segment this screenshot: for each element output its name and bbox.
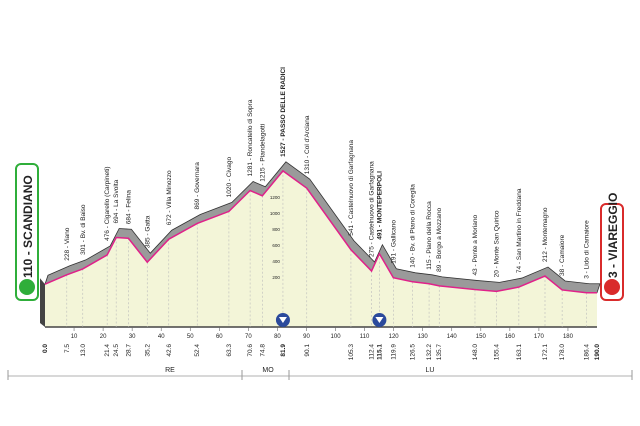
start-label: 110 - SCANDIANO <box>21 175 35 278</box>
x-tick-label: 10 <box>71 334 78 340</box>
distance-label: 90.1 <box>304 344 311 357</box>
waypoint-label: 869 - Governara <box>194 162 201 210</box>
waypoint-label: 74 - San Martino in Freddana <box>516 188 523 273</box>
distance-label: 105.3 <box>348 344 355 361</box>
waypoint-label: 1281 - Roncatello di Sopra <box>247 99 254 176</box>
waypoint-label: 301 - Bv. di Baiso <box>80 204 87 255</box>
distance-label: 70.6 <box>247 344 254 357</box>
waypoint-label: 385 - Gatta <box>144 215 151 248</box>
distance-label: 13.0 <box>80 344 87 357</box>
distance-label: 112.4 <box>369 344 376 360</box>
y-tick-label: 800 <box>272 227 280 232</box>
x-tick-label: 40 <box>158 334 165 340</box>
waypoint-label: 20 - Monte San Quirico <box>493 210 500 277</box>
profile-side <box>40 278 45 327</box>
distance-label: 81.9 <box>280 344 287 357</box>
distance-label: 28.7 <box>125 344 132 357</box>
distance-label: 115.1 <box>376 344 383 360</box>
waypoint-label: 672 - Villa Minozzo <box>166 170 173 225</box>
region-label: LU <box>426 367 435 374</box>
distance-label: 135.7 <box>436 344 443 361</box>
distance-label: 155.4 <box>493 344 500 361</box>
x-tick-label: 30 <box>129 334 136 340</box>
x-tick-label: 110 <box>360 334 370 340</box>
y-tick-label: 400 <box>272 259 280 264</box>
distance-label: 186.4 <box>584 344 591 361</box>
waypoint-label: 89 - Borgo a Mozzano <box>436 208 443 272</box>
x-tick-label: 150 <box>476 334 487 340</box>
distance-label: 42.6 <box>166 344 173 357</box>
distance-label: 178.0 <box>559 344 566 361</box>
x-tick-label: 80 <box>274 334 281 340</box>
x-tick-label: 160 <box>505 334 516 340</box>
waypoint-label: 212 - Montemagno <box>542 207 549 262</box>
x-tick-label: 70 <box>245 334 252 340</box>
x-tick-label: 180 <box>563 334 574 340</box>
waypoint-label: 38 - Camaiore <box>559 234 566 276</box>
waypoint-label: 43 - Ponte a Moriano <box>472 214 479 275</box>
profile-line <box>44 169 597 294</box>
x-tick-label: 60 <box>216 334 223 340</box>
x-tick-label: 90 <box>303 334 310 340</box>
waypoint-label: 491 - MONTEPERPOLI <box>376 171 383 240</box>
waypoint-label: 541 - Castelnuovo di Garfagnana <box>348 140 355 236</box>
waypoint-label: 1310 - Col d'Arciana <box>304 115 311 174</box>
waypoint-label: 228 - Viano <box>64 227 71 261</box>
end-icon <box>604 279 620 295</box>
distance-label: 74.8 <box>259 344 266 357</box>
waypoint-label: 694 - La Svolta <box>113 179 120 223</box>
waypoint-label: 1215 - Piandelagotti <box>259 124 266 182</box>
distance-label: 63.3 <box>226 344 233 357</box>
distance-label: 126.5 <box>410 344 417 361</box>
x-tick-label: 130 <box>418 334 429 340</box>
y-tick-label: 1200 <box>270 195 281 200</box>
y-tick-label: 200 <box>272 275 280 280</box>
distance-label: 0.0 <box>42 344 49 353</box>
x-tick-label: 120 <box>389 334 400 340</box>
waypoint-label: 275 - Castelnuovo di Garfagnana <box>369 161 376 257</box>
distance-label: 21.4 <box>104 344 111 357</box>
x-tick-label: 20 <box>100 334 107 340</box>
distance-label: 119.9 <box>390 344 397 360</box>
y-tick-label: 1000 <box>270 211 281 216</box>
distance-label: 132.2 <box>426 344 433 361</box>
distance-label: 24.5 <box>113 344 120 357</box>
climb-icon-arrow <box>375 317 384 323</box>
waypoint-label: 115 - Piano della Rocca <box>426 201 433 270</box>
distance-label: 35.2 <box>144 344 151 357</box>
start-icon <box>19 279 35 295</box>
y-tick-label: 600 <box>272 243 280 248</box>
distance-label: 148.0 <box>472 344 479 361</box>
end-box <box>600 203 624 301</box>
distance-label: 190.0 <box>594 344 601 361</box>
region-label: MO <box>262 367 274 374</box>
climb-icon-arrow <box>278 317 287 323</box>
waypoint-label: 140 - Bv. di Piano di Coreglia <box>410 184 417 268</box>
waypoint-label: 1020 - Civago <box>226 157 233 198</box>
start-box <box>15 163 39 301</box>
waypoint-label: 684 - Felina <box>125 190 132 225</box>
x-tick-label: 100 <box>331 334 342 340</box>
end-label: 3 - VIAREGGIO <box>606 193 620 278</box>
distance-label: 52.4 <box>194 344 201 357</box>
waypoint-label: 191 - Gallicano <box>390 220 397 264</box>
waypoint-label: 3 - Lido di Camaiore <box>584 220 591 279</box>
distance-label: 163.1 <box>516 344 523 361</box>
distance-label: 7.5 <box>64 344 71 353</box>
waypoint-label: 476 - Cigarello (Carpineti) <box>104 166 111 240</box>
x-tick-label: 170 <box>534 334 545 340</box>
waypoint-label: 1527 - PASSO DELLE RADICI <box>280 67 287 157</box>
x-tick-label: 50 <box>187 334 194 340</box>
region-label: RE <box>165 367 175 374</box>
distance-label: 172.1 <box>542 344 549 361</box>
x-tick-label: 140 <box>447 334 458 340</box>
